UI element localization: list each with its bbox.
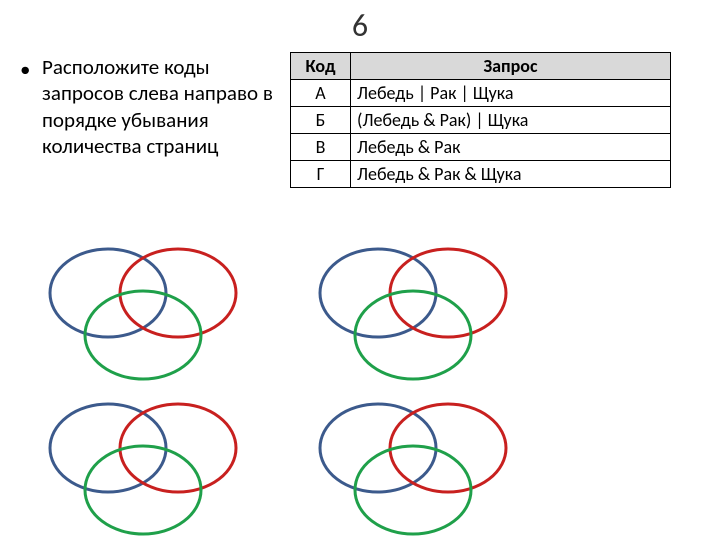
col-header-code: Код xyxy=(291,53,351,80)
bullet-text: Расположите коды запросов слева направо … xyxy=(42,54,280,159)
cell-query: (Лебедь & Рак) | Щука xyxy=(351,107,671,134)
venn-diagram-3 xyxy=(30,390,260,540)
venn-diagram-1 xyxy=(30,235,260,385)
cell-query: Лебедь | Рак | Щука xyxy=(351,80,671,107)
cell-code: А xyxy=(291,80,351,107)
slide: 6 • Расположите коды запросов слева напр… xyxy=(0,0,720,540)
table-header-row: Код Запрос xyxy=(291,53,671,80)
venn-diagram-2 xyxy=(300,235,530,385)
query-table: Код Запрос А Лебедь | Рак | Щука Б (Лебе… xyxy=(290,52,671,188)
cell-code: Б xyxy=(291,107,351,134)
bullet-item: • Расположите коды запросов слева направ… xyxy=(20,54,280,159)
col-header-query: Запрос xyxy=(351,53,671,80)
venn-diagram-4 xyxy=(300,390,530,540)
cell-code: В xyxy=(291,134,351,161)
table-row: Б (Лебедь & Рак) | Щука xyxy=(291,107,671,134)
table-row: А Лебедь | Рак | Щука xyxy=(291,80,671,107)
task-text: • Расположите коды запросов слева направ… xyxy=(20,54,280,159)
cell-query: Лебедь & Рак xyxy=(351,134,671,161)
slide-number: 6 xyxy=(0,6,720,45)
cell-code: Г xyxy=(291,161,351,188)
table-row: Г Лебедь & Рак & Щука xyxy=(291,161,671,188)
table-row: В Лебедь & Рак xyxy=(291,134,671,161)
bullet-marker: • xyxy=(20,54,42,159)
cell-query: Лебедь & Рак & Щука xyxy=(351,161,671,188)
